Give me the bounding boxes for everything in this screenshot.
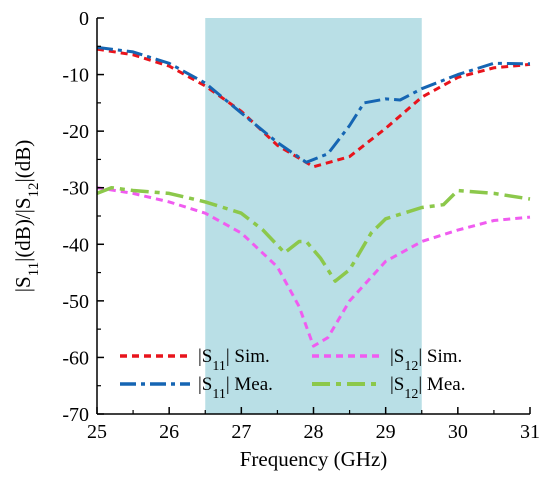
y-tick-label: -30 — [62, 178, 89, 200]
x-axis-label: Frequency (GHz) — [240, 447, 388, 471]
x-tick-label: 25 — [87, 421, 107, 443]
y-tick-label: -10 — [62, 65, 89, 87]
x-tick-label: 28 — [304, 421, 324, 443]
legend: |S11| Sim.|S11| Mea. |S12| Sim.|S12| Mea. — [120, 346, 465, 402]
series-line-3 — [96, 186, 531, 348]
highlight-band — [205, 18, 422, 414]
x-tick-label: 30 — [448, 421, 468, 443]
x-tick-label: 31 — [520, 421, 540, 443]
y-tick-label: 0 — [79, 8, 89, 30]
legend-label-1: |S11| Sim. — [198, 346, 270, 374]
legend-label-4: |S12| Mea. — [390, 374, 465, 402]
series-layer — [96, 45, 531, 348]
axes: 25 26 27 28 29 30 31 0 -10 -20 -30 -40 -50 -60 -70 — [62, 8, 540, 443]
highlight-band-layer — [205, 18, 422, 414]
series-line-4 — [96, 185, 531, 283]
series-line-2 — [96, 45, 531, 164]
x-tick-label: 27 — [231, 421, 251, 443]
y-axis-label: |S11|(dB)/|S12|(dB) — [11, 140, 42, 292]
y-tick-label: -40 — [62, 234, 89, 256]
series-line-1 — [96, 47, 531, 169]
x-tick-label: 26 — [159, 421, 179, 443]
y-tick-label: -60 — [62, 347, 89, 369]
y-tick-label: -70 — [62, 404, 89, 426]
y-tick-label: -20 — [62, 121, 89, 143]
y-tick-label: -50 — [62, 291, 89, 313]
legend-label-2: |S11| Mea. — [198, 374, 273, 402]
x-tick-label: 29 — [376, 421, 396, 443]
legend-label-3: |S12| Sim. — [390, 346, 462, 374]
